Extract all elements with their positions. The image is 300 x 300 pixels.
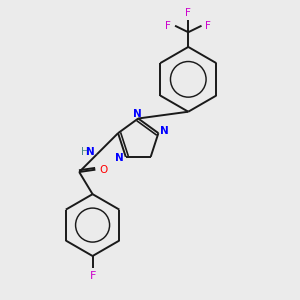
- Text: N: N: [133, 109, 142, 119]
- Text: N: N: [115, 153, 124, 163]
- Text: H: H: [81, 147, 88, 157]
- Text: N: N: [86, 147, 94, 157]
- Text: F: F: [89, 271, 96, 281]
- Text: F: F: [206, 21, 211, 31]
- Text: O: O: [100, 165, 108, 175]
- Text: F: F: [185, 8, 191, 17]
- Text: N: N: [160, 126, 169, 136]
- Text: F: F: [165, 21, 171, 31]
